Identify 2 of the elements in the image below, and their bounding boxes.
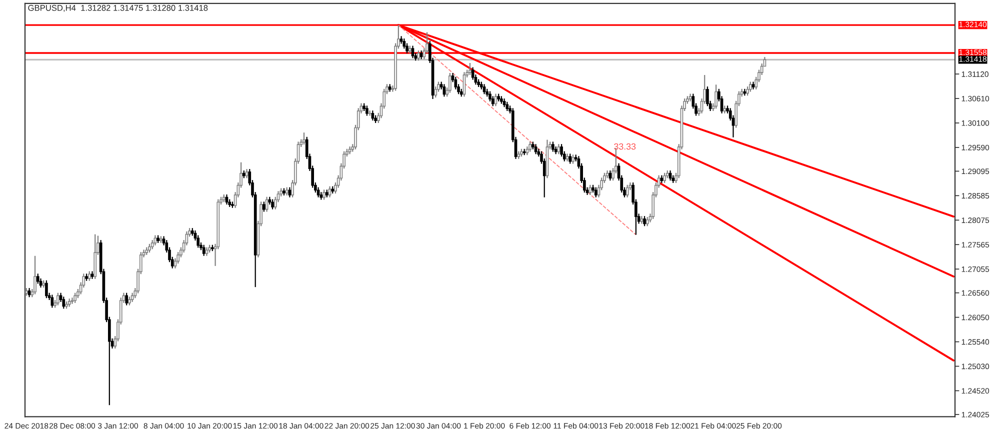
chart-title: GBPUSD,H4 1.31282 1.31475 1.31280 1.31418: [28, 4, 208, 12]
annotation: 33.33: [614, 143, 636, 150]
